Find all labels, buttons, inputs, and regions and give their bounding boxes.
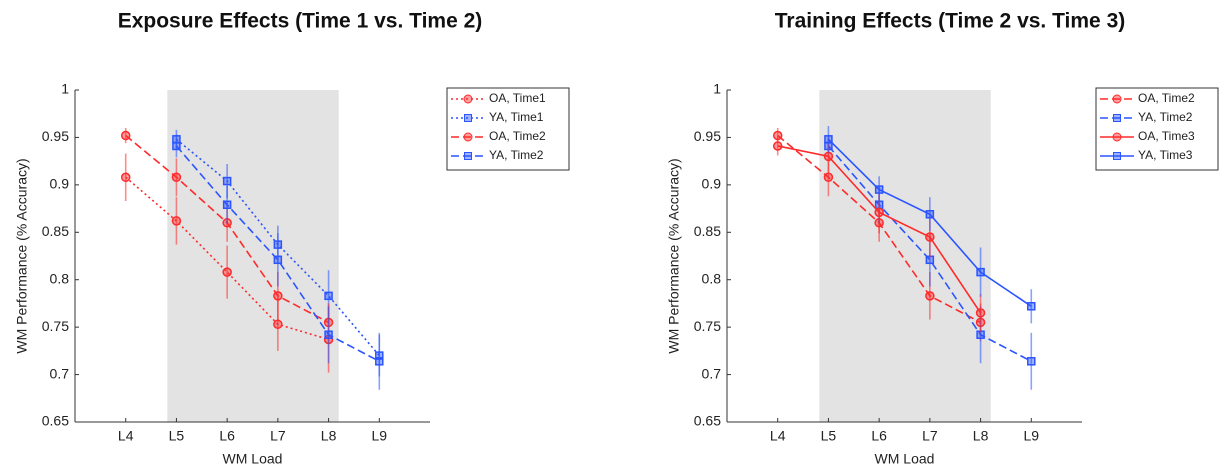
legend-label: YA, Time2: [489, 148, 544, 162]
chart-title: Exposure Effects (Time 1 vs. Time 2): [118, 10, 483, 33]
marker: [120, 172, 131, 183]
x-axis-label: WM Load: [223, 451, 283, 467]
y-tick-label: 0.95: [42, 128, 69, 144]
x-tick-label: L5: [821, 428, 837, 444]
y-axis-label: WM Performance (% Accuracy): [666, 158, 682, 353]
series-line: [827, 145, 1032, 362]
y-tick-label: 0.65: [694, 413, 721, 429]
y-tick-label: 0.95: [694, 128, 721, 144]
y-tick-label: 0.8: [702, 270, 722, 286]
marker: [874, 207, 884, 218]
marker: [823, 172, 834, 183]
shaded-region: [167, 90, 339, 422]
y-tick-label: 0.85: [42, 223, 69, 239]
x-tick-label: L9: [371, 428, 387, 444]
legend-marker: [1112, 94, 1122, 104]
marker: [976, 267, 985, 277]
x-axis-label: WM Load: [875, 451, 935, 467]
marker: [273, 255, 283, 265]
marker: [823, 151, 834, 162]
marker: [324, 291, 333, 301]
x-tick-label: L7: [270, 428, 286, 444]
legend-label: YA, Time1: [489, 110, 544, 124]
marker: [1027, 302, 1036, 311]
x-tick-label: L4: [118, 428, 134, 444]
x-tick-label: L5: [169, 428, 185, 444]
chart-title: Training Effects (Time 2 vs. Time 3): [775, 10, 1126, 33]
y-tick-label: 0.9: [702, 176, 722, 192]
marker: [324, 330, 333, 339]
legend-marker: [464, 152, 472, 160]
legend-label: OA, Time2: [489, 129, 546, 143]
y-tick-label: 1: [61, 81, 69, 97]
y-tick-label: 0.65: [42, 413, 69, 429]
marker: [273, 319, 283, 330]
legend-label: YA, Time3: [1138, 148, 1193, 162]
marker: [222, 200, 232, 210]
marker: [772, 141, 783, 151]
legend-marker: [1113, 114, 1121, 122]
marker: [171, 216, 182, 226]
marker: [222, 267, 232, 277]
y-tick-label: 0.85: [694, 223, 721, 239]
marker: [120, 130, 131, 141]
marker: [1027, 357, 1036, 366]
marker: [824, 135, 833, 144]
y-tick-label: 1: [713, 81, 721, 97]
x-tick-label: L4: [770, 428, 786, 444]
legend-marker: [464, 114, 472, 122]
marker: [925, 210, 935, 219]
marker: [975, 308, 986, 318]
y-tick-label: 0.7: [702, 365, 722, 381]
legend-label: OA, Time1: [489, 91, 546, 105]
x-tick-label: L6: [871, 428, 887, 444]
x-tick-label: L8: [973, 428, 989, 444]
marker: [925, 291, 935, 301]
legend-label: OA, Time3: [1138, 129, 1195, 143]
y-tick-label: 0.75: [42, 318, 69, 334]
marker: [172, 141, 181, 151]
y-tick-label: 0.7: [50, 365, 70, 381]
marker: [222, 176, 232, 186]
marker: [874, 185, 884, 194]
y-tick-label: 0.75: [694, 318, 721, 334]
marker: [171, 172, 182, 183]
series-line: [175, 145, 380, 362]
marker: [375, 357, 384, 366]
shaded-region: [819, 90, 991, 422]
legend-marker: [1113, 152, 1121, 160]
y-tick-label: 0.9: [50, 176, 70, 192]
legend-marker: [463, 132, 473, 142]
legend-label: OA, Time2: [1138, 91, 1195, 105]
marker: [273, 291, 283, 301]
y-axis-label: WM Performance (% Accuracy): [14, 158, 30, 353]
marker: [925, 232, 935, 242]
x-tick-label: L7: [922, 428, 938, 444]
legend-marker: [1112, 132, 1122, 142]
marker: [976, 330, 985, 339]
y-tick-label: 0.8: [50, 270, 70, 286]
x-tick-label: L9: [1023, 428, 1039, 444]
x-tick-label: L8: [321, 428, 337, 444]
x-tick-label: L6: [219, 428, 235, 444]
legend-label: YA, Time2: [1138, 110, 1193, 124]
legend-marker: [463, 94, 473, 104]
